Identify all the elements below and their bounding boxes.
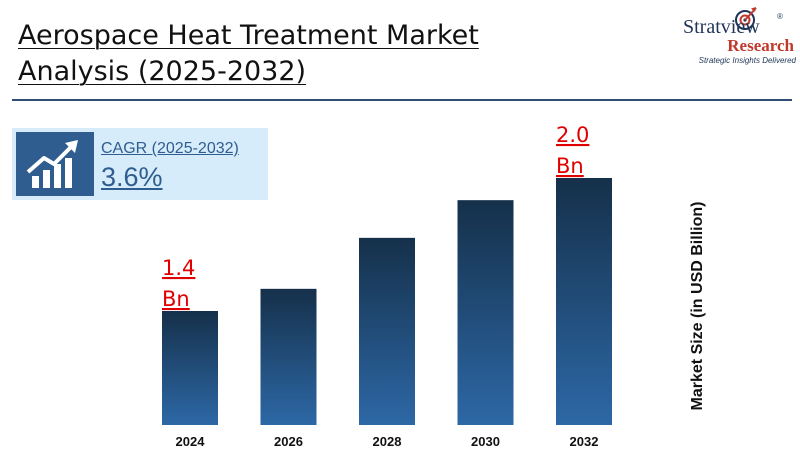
x-tick-label: 2030 xyxy=(471,434,500,449)
title-divider xyxy=(12,99,792,101)
data-label: 2.0 xyxy=(556,123,589,147)
y-axis-label: Market Size (in USD Billion) xyxy=(689,202,706,411)
x-tick-label: 2028 xyxy=(373,434,402,449)
logo-name-top: Stratview xyxy=(683,16,760,38)
bar-2024 xyxy=(162,311,218,425)
page-title: Aerospace Heat Treatment Market Analysis… xyxy=(18,18,479,90)
x-tick-label: 2024 xyxy=(176,434,206,449)
company-logo: Stratview ® Research Strategic Insights … xyxy=(670,6,798,68)
cagr-value: 3.6% xyxy=(101,162,163,192)
title-line-1: Aerospace Heat Treatment Market xyxy=(18,20,479,51)
growth-chart-icon xyxy=(16,132,94,196)
bar-2030 xyxy=(457,200,514,425)
data-label: Bn xyxy=(556,154,584,178)
x-tick-label: 2032 xyxy=(570,434,599,449)
bar-2026 xyxy=(260,288,317,425)
data-label: Bn xyxy=(162,287,190,311)
logo-name-bottom: Research xyxy=(727,36,794,55)
data-label: 1.4 xyxy=(162,256,195,280)
bar-2028 xyxy=(359,237,415,425)
x-tick-label: 2026 xyxy=(274,434,303,449)
logo-tagline: Strategic Insights Delivered xyxy=(698,56,796,65)
cagr-card: CAGR (2025-2032) 3.6% xyxy=(12,128,268,200)
title-line-2: Analysis (2025-2032) xyxy=(18,56,307,87)
logo-registered-mark: ® xyxy=(777,12,783,21)
cagr-label: CAGR (2025-2032) xyxy=(101,140,239,157)
target-arrow-icon xyxy=(735,7,757,30)
bar-2032 xyxy=(556,178,612,425)
